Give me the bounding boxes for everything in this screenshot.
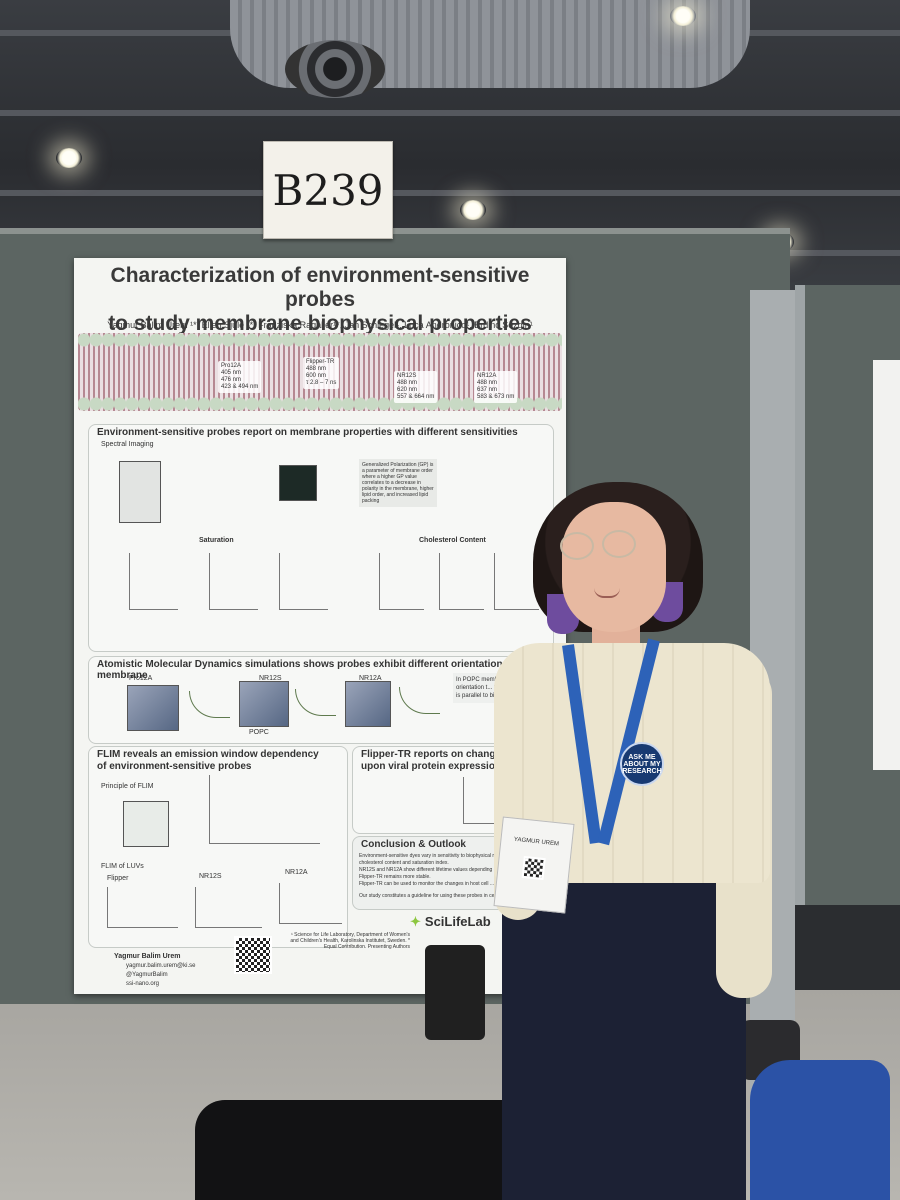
md-label: Pro12A [129,675,153,682]
flim-cell-image [123,801,169,847]
scilifelab-logo: ✦ SciLifeLab [410,914,491,930]
ceiling-light [56,148,82,168]
contact-name: Yagmur Balim Urem [114,953,181,960]
gp-chart-pro12a [129,553,178,610]
flim-principle-label: Principle of FLIM [101,783,154,790]
probe-detail: 583 & 673 nm [477,394,515,400]
affiliations: ¹ Science for Life Laboratory, Departmen… [290,932,410,950]
scilifelab-logo-text: SciLifeLab [424,914,491,929]
poster-title: Characterization of environment-sensitiv… [74,264,566,336]
md-angle-curve [295,689,336,716]
probe-excitation: 405 nm [221,370,242,376]
section-title: FLIM reveals an emission window dependen… [97,749,319,772]
probe-name: NR12S [397,373,417,379]
section-spectral-imaging: Environment-sensitive probes report on m… [88,424,554,652]
probe-excitation: 488 nm [397,380,418,386]
smile [594,588,620,598]
section-title: Flipper-TR reports on changes in m... up… [361,749,539,772]
qr-code [234,936,272,974]
contact-handle: @YagmurBalim [126,972,168,978]
flim-probe-label: Flipper [107,875,129,882]
viral-chart [463,777,524,824]
ceiling-light [670,6,696,26]
poster-title-line: to study membrane biophysical properties [108,312,532,335]
name-badge: YAGMUR UREM [493,816,575,914]
glasses-icon [602,530,636,558]
ask-me-pin: ASK ME ABOUT MY RESEARCH [620,742,664,786]
ceiling-beam [0,110,900,116]
probe-info-nr12s: NR12S 488 nm 620 nm 557 & 664 nm [394,371,438,403]
section-subtitle: Spectral Imaging [101,441,154,448]
probe-name: Flipper-TR [306,359,335,365]
air-vent [285,40,385,98]
md-lipid-label: POPC [249,729,269,736]
section-flim: FLIM reveals an emission window dependen… [88,746,348,948]
flim-probe-label: NR12S [199,873,222,880]
cholesterol-label: Cholesterol Content [419,537,486,544]
probe-name: Pro12A [221,363,242,369]
membrane-illustration: Pro12A 405 nm 476 nm 423 & 494 nm Flippe… [78,333,562,411]
probe-info-pro12a: Pro12A 405 nm 476 nm 423 & 494 nm [218,361,262,393]
md-label: NR12A [359,675,382,682]
gp-chart-nr12a [279,553,328,610]
probe-excitation: 488 nm [306,366,327,372]
section-title: Environment-sensitive probes report on m… [97,427,518,438]
probe-name: NR12A [477,373,497,379]
md-snapshot [239,681,289,727]
md-angle-curve [399,687,440,714]
flim-decay-chart [209,775,320,844]
cell-image [279,465,317,501]
probe-detail: 557 & 664 nm [397,394,435,400]
contact-email: yagmur.balim.urem@ki.se [126,963,196,969]
probe-detail: τ 2.8 – 7 ns [306,380,337,386]
saturation-label: Saturation [199,537,234,544]
flim-luv-chart [279,883,342,924]
research-poster: Characterization of environment-sensitiv… [74,258,566,994]
badge-qr-code [521,855,546,881]
conclusion-point: Flipper-TR can be used to monitor the ch… [359,881,538,887]
gp-chart-nr12s [209,553,258,610]
face [562,502,666,632]
gp-chart-chol-3 [494,553,539,610]
flim-luvs-label: FLIM of LUVs [101,863,144,870]
section-title: Atomistic Molecular Dynamics simulations… [97,659,538,681]
poster-authors: Yagmur Balim Urem ¹*, Ellen Sjule ¹*, Fr… [107,320,533,330]
probe-info-nr12a: NR12A 488 nm 637 nm 583 & 673 nm [474,371,518,403]
microscope-illustration [119,461,161,523]
probe-info-flipper-tr: Flipper-TR 488 nm 600 nm τ 2.8 – 7 ns [303,357,340,389]
ceiling-beam [0,190,900,196]
probe-emission: 620 nm [397,387,418,393]
neighbor-poster [873,360,900,770]
glasses-icon [560,532,594,560]
probe-emission: 637 nm [477,387,498,393]
flim-luv-chart [195,887,262,928]
md-label: NR12S [259,675,282,682]
scilifelab-mark-icon: ✦ [410,914,421,929]
conclusion-point: Environment-sensitive dyes vary in sensi… [359,853,529,866]
gp-definition: Generalized Polarization (GP) is a param… [359,459,437,507]
conclusion-point: NR12S and NR12A show different lifetime … [359,867,546,880]
probe-excitation: 488 nm [477,380,498,386]
probe-emission: 600 nm [306,373,327,379]
md-snapshot [345,681,391,727]
conclusion-point: Our study constitutes a guideline for us… [359,893,511,899]
gp-chart-chol-1 [379,553,424,610]
md-angle-curve [189,691,230,718]
flim-luv-chart [107,887,178,928]
badge-name: YAGMUR UREM [513,836,560,848]
poster-title-line: Characterization of environment-sensitiv… [110,264,530,311]
gp-chart-chol-2 [439,553,484,610]
booth-number-sign: B239 [263,141,393,239]
md-snapshot [127,685,179,731]
ceiling-light [460,200,486,220]
blue-jacket [750,1060,890,1200]
section-title: Conclusion & Outlook [361,839,466,850]
section-md-simulations: Atomistic Molecular Dynamics simulations… [88,656,555,744]
passerby-legs [425,945,485,1040]
probe-emission: 476 nm [221,377,242,383]
contact-site: ssi-nano.org [126,981,160,987]
flim-probe-label: NR12A [285,869,308,876]
probe-detail: 423 & 494 nm [221,384,259,390]
